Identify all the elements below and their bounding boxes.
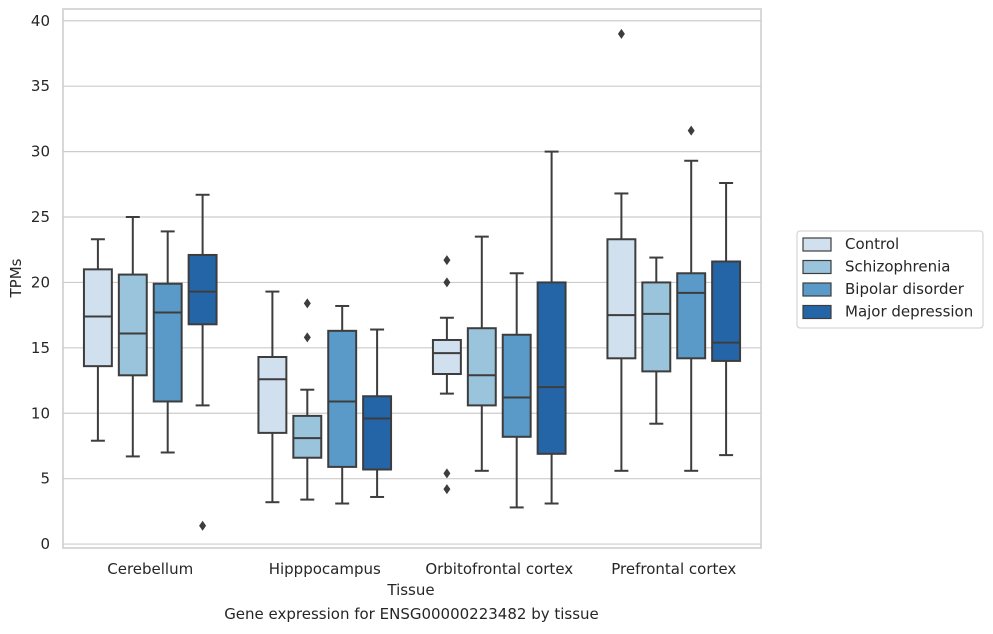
- box-orbitofrontal-cortex-schizophrenia: [466, 235, 497, 472]
- box-iqr: [362, 395, 393, 471]
- legend-label-major-depression: Major depression: [845, 303, 973, 321]
- box-hipppocampus-bipolar-disorder: [327, 304, 358, 505]
- box-cerebellum-control: [82, 238, 113, 442]
- y-tick-label-10: 10: [31, 404, 50, 422]
- box-iqr: [82, 268, 113, 368]
- legend-label-schizophrenia: Schizophrenia: [845, 258, 950, 276]
- x-tick-label-hipppocampus: Hipppocampus: [269, 560, 381, 578]
- box-orbitofrontal-cortex-control: [431, 255, 462, 495]
- box-iqr: [292, 414, 323, 459]
- legend-swatch-schizophrenia: [802, 259, 832, 275]
- x-tick-label-orbitofrontal-cortex: Orbitofrontal cortex: [425, 560, 573, 578]
- box-iqr: [711, 260, 742, 362]
- legend-label-bipolar-disorder: Bipolar disorder: [845, 280, 965, 298]
- legend: Control Schizophrenia Bipolar disorder Majo…: [796, 230, 984, 329]
- outlier-point: [199, 520, 207, 531]
- box-iqr: [431, 338, 462, 376]
- outlier-point: [303, 298, 311, 309]
- x-tick-label-cerebellum: Cerebellum: [107, 560, 193, 578]
- outlier-point: [617, 28, 625, 39]
- outlier-point: [687, 125, 695, 136]
- box-iqr: [676, 272, 707, 360]
- plot-frame: [62, 8, 762, 549]
- y-tick-label-0: 0: [40, 535, 50, 553]
- box-prefrontal-cortex-bipolar-disorder: [676, 125, 707, 472]
- legend-swatch-control: [802, 237, 832, 252]
- box-iqr: [117, 273, 148, 377]
- box-prefrontal-cortex-control: [606, 28, 637, 472]
- box-iqr: [327, 329, 358, 468]
- legend-swatch-major-depression: [802, 304, 832, 320]
- y-tick-label-40: 40: [31, 12, 50, 30]
- box-iqr: [641, 281, 672, 373]
- chart-caption: Gene expression for ENSG00000223482 by t…: [224, 605, 599, 623]
- y-tick-label-25: 25: [31, 208, 50, 226]
- box-cerebellum-major-depression: [187, 193, 218, 531]
- box-cerebellum-schizophrenia: [117, 216, 148, 458]
- legend-frame: [796, 230, 984, 329]
- outlier-point: [443, 484, 451, 495]
- y-tick-label-20: 20: [31, 273, 50, 291]
- box-hipppocampus-schizophrenia: [292, 298, 323, 501]
- y-tick-label-35: 35: [31, 77, 50, 95]
- outlier-point: [443, 277, 451, 288]
- box-iqr: [152, 282, 183, 403]
- y-tick-labels: 0 5 10 15 20 25 30 35 40: [31, 12, 50, 553]
- legend-swatch-bipolar-disorder: [802, 282, 832, 297]
- outlier-point: [443, 255, 451, 266]
- x-axis-label: Tissue: [386, 581, 434, 599]
- box-cerebellum-bipolar-disorder: [152, 230, 183, 454]
- y-tick-label-5: 5: [40, 470, 50, 488]
- box-orbitofrontal-cortex-bipolar-disorder: [501, 272, 532, 509]
- outlier-point: [303, 332, 311, 343]
- box-hipppocampus-major-depression: [362, 328, 393, 498]
- box-iqr: [257, 355, 288, 434]
- box-iqr: [536, 281, 567, 455]
- box-orbitofrontal-cortex-major-depression: [536, 150, 567, 505]
- y-tick-label-15: 15: [31, 339, 50, 357]
- y-axis-label: TPMs: [7, 258, 25, 298]
- box-groups: [82, 28, 742, 531]
- box-hipppocampus-control: [257, 290, 288, 504]
- box-iqr: [187, 253, 218, 326]
- box-iqr: [606, 238, 637, 360]
- x-tick-label-prefrontal-cortex: Prefrontal cortex: [611, 560, 736, 578]
- box-prefrontal-cortex-major-depression: [711, 181, 742, 457]
- box-iqr: [466, 327, 497, 407]
- x-tick-labels: Cerebellum Hipppocampus Orbitofrontal cort…: [107, 560, 736, 578]
- y-tick-label-30: 30: [31, 143, 50, 161]
- box-prefrontal-cortex-schizophrenia: [641, 256, 672, 425]
- outlier-point: [443, 468, 451, 479]
- legend-label-control: Control: [845, 235, 899, 253]
- box-iqr: [501, 333, 532, 438]
